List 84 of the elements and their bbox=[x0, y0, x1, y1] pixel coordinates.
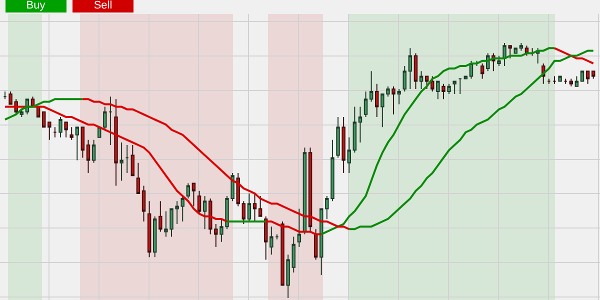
candlestick bbox=[392, 86, 396, 115]
candlestick bbox=[186, 182, 190, 200]
candlestick bbox=[464, 76, 468, 80]
candlestick bbox=[70, 126, 74, 140]
candlestick bbox=[447, 83, 451, 95]
candlestick bbox=[558, 76, 562, 82]
candlestick bbox=[497, 55, 501, 66]
candlestick bbox=[247, 192, 252, 222]
candlestick bbox=[48, 122, 52, 140]
candlestick bbox=[586, 70, 590, 84]
candlestick bbox=[158, 200, 162, 232]
candlestick bbox=[64, 122, 68, 138]
candlestick bbox=[270, 226, 274, 256]
candlestick bbox=[20, 108, 24, 118]
candlestick bbox=[142, 185, 146, 222]
candlestick bbox=[192, 182, 196, 207]
candlestick bbox=[214, 224, 218, 248]
candlestick bbox=[286, 254, 290, 298]
candlestick bbox=[591, 70, 596, 80]
candlestick bbox=[364, 90, 368, 118]
candlestick bbox=[108, 96, 112, 146]
candlestick bbox=[574, 76, 579, 87]
candlestick bbox=[508, 45, 512, 59]
candlestick bbox=[402, 66, 406, 92]
candlestick bbox=[130, 144, 135, 176]
candlestick bbox=[424, 76, 429, 90]
candlestick bbox=[125, 144, 129, 174]
candlestick bbox=[308, 147, 312, 232]
text: Sell bbox=[94, 0, 112, 12]
candlestick bbox=[297, 208, 302, 248]
candlestick bbox=[302, 147, 307, 235]
candlestick bbox=[552, 76, 556, 84]
candlestick bbox=[202, 196, 207, 230]
candlestick bbox=[569, 78, 573, 87]
candlestick bbox=[180, 196, 184, 222]
candlestick bbox=[347, 136, 351, 174]
candlestick bbox=[336, 116, 340, 158]
candlestick bbox=[502, 42, 506, 66]
candlestick bbox=[397, 88, 401, 105]
candlestick bbox=[547, 78, 551, 84]
candlestick bbox=[375, 83, 379, 118]
text: Buy bbox=[26, 0, 46, 12]
candlestick bbox=[442, 83, 446, 100]
candlestick bbox=[352, 106, 357, 154]
candlestick bbox=[242, 200, 246, 225]
candlestick bbox=[342, 116, 346, 174]
candlestick bbox=[53, 126, 57, 138]
candlestick bbox=[3, 90, 7, 100]
candlestick bbox=[80, 126, 85, 158]
candlestick bbox=[580, 70, 584, 82]
candlestick bbox=[58, 116, 62, 138]
candlestick bbox=[414, 52, 418, 90]
candlestick bbox=[408, 48, 412, 90]
candlestick bbox=[275, 234, 279, 240]
candlestick bbox=[147, 200, 152, 258]
candlestick bbox=[458, 78, 462, 95]
candlestick bbox=[153, 216, 157, 258]
candlestick bbox=[136, 162, 140, 194]
candlestick bbox=[197, 190, 202, 214]
candlestick bbox=[436, 80, 440, 100]
candlestick bbox=[564, 78, 568, 84]
candlestick bbox=[120, 142, 124, 182]
candlestick bbox=[114, 98, 118, 186]
candlestick bbox=[320, 208, 324, 276]
candlestick bbox=[369, 70, 374, 102]
candlestick bbox=[430, 76, 434, 92]
candlestick bbox=[252, 192, 257, 222]
candlestick bbox=[92, 139, 96, 164]
candlestick bbox=[358, 106, 362, 143]
candlestick bbox=[480, 62, 484, 80]
candlestick bbox=[514, 48, 518, 54]
candlestick bbox=[280, 220, 284, 286]
candlestick bbox=[419, 70, 424, 90]
candlestick bbox=[452, 80, 456, 95]
candlestick bbox=[86, 139, 90, 174]
candlestick bbox=[519, 42, 524, 52]
candlestick bbox=[264, 216, 268, 260]
candlestick bbox=[42, 111, 46, 128]
candlestick bbox=[208, 198, 212, 235]
candlestick bbox=[75, 126, 80, 161]
candlestick bbox=[258, 196, 262, 217]
candlestick bbox=[103, 106, 107, 130]
candlestick bbox=[314, 228, 318, 260]
candlestick bbox=[292, 236, 296, 273]
